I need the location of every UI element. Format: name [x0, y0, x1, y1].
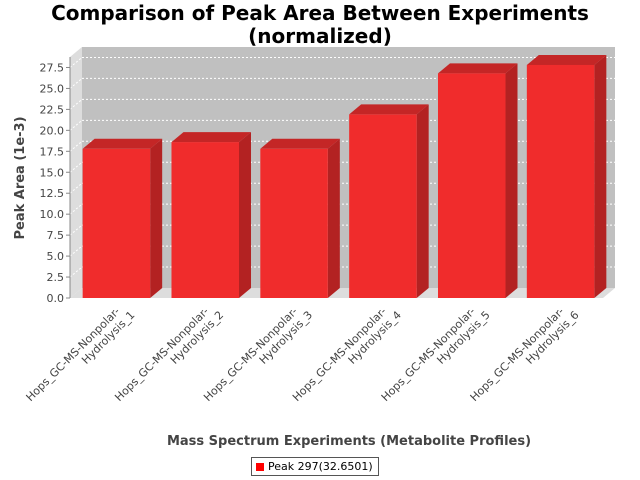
gridline-depth [69, 266, 83, 278]
y-tick-label: 17.5 [40, 145, 65, 158]
bar-side [327, 138, 340, 298]
y-tick-label: 0.0 [47, 292, 65, 305]
bar-side [505, 63, 518, 299]
gridline-depth [69, 182, 83, 194]
gridline-depth [69, 203, 83, 215]
y-axis-ticks: 0.0 2.5 5.0 7.5 10.0 12.5 15.0 17.5 20.0 22.5 25.0… [40, 61, 70, 305]
y-tick-label: 5.0 [47, 250, 65, 263]
y-tick-label: 15.0 [40, 166, 65, 179]
gridline-depth [69, 224, 83, 236]
bar-side [594, 54, 607, 299]
y-tick-label: 25.0 [40, 82, 65, 95]
x-axis-ticks: Hops_GC-MS-Nonpolar-Hydrolysis_1Hops_GC-… [23, 305, 581, 404]
bar-side [150, 138, 163, 298]
bar-top [437, 63, 518, 74]
bar-front [260, 148, 328, 298]
bar [260, 138, 340, 298]
gridlines [69, 56, 615, 278]
x-axis-title: Mass Spectrum Experiments (Metabolite Pr… [167, 434, 531, 449]
gridline-depth [69, 119, 83, 131]
y-tick-label: 10.0 [40, 208, 65, 221]
y-tick-label: 2.5 [47, 271, 65, 284]
legend-label: Peak 297(32.6501) [268, 460, 373, 473]
y-tick-label: 7.5 [47, 229, 65, 242]
y-tick-label: 20.0 [40, 124, 65, 137]
bar-front [437, 73, 506, 298]
plot-wall [70, 47, 82, 298]
legend-swatch [256, 462, 264, 471]
bar-side [239, 132, 252, 298]
legend: Peak 297(32.6501) [251, 457, 379, 476]
gridline-depth [69, 161, 83, 173]
bars [82, 54, 607, 299]
bar [82, 138, 163, 298]
y-tick-label: 27.5 [40, 61, 65, 74]
gridline-depth [69, 78, 83, 89]
bar-front [82, 148, 151, 298]
chart-title: Comparison of Peak Area Between Experime… [0, 2, 640, 48]
bar-front [526, 64, 595, 299]
bar-top [171, 132, 252, 143]
bar-front [171, 142, 240, 298]
bar-side [416, 104, 429, 298]
y-axis-title: Peak Area (1e-3) [13, 116, 28, 239]
bar [437, 63, 518, 299]
gridline-depth [69, 57, 83, 68]
bar [349, 104, 429, 298]
bar-top [260, 138, 340, 149]
gridline-depth [69, 140, 83, 152]
plot-background [82, 47, 615, 288]
y-tick-label: 22.5 [40, 103, 65, 116]
bar-top [526, 54, 607, 65]
x-tick-label-line: Hops_GC-MS-Nonpolar- [23, 305, 122, 404]
chart-title-line1: Comparison of Peak Area Between Experime… [51, 1, 589, 25]
gridline-depth [69, 99, 83, 110]
bar-top [349, 104, 429, 115]
bar [526, 54, 607, 299]
y-tick-label: 12.5 [40, 187, 65, 200]
bar [171, 132, 252, 298]
chart-title-line2: (normalized) [248, 24, 392, 48]
bar-top [82, 138, 163, 149]
gridline-depth [69, 245, 83, 257]
bar-front [349, 114, 417, 298]
